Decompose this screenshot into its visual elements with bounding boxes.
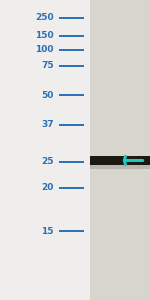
Bar bbox=[90, 156, 150, 165]
Bar bbox=[90, 165, 150, 169]
Text: 150: 150 bbox=[35, 32, 54, 40]
Bar bbox=[90, 0, 150, 300]
Text: 50: 50 bbox=[42, 91, 54, 100]
Text: 250: 250 bbox=[35, 14, 54, 22]
Text: 25: 25 bbox=[42, 158, 54, 166]
Text: 100: 100 bbox=[36, 45, 54, 54]
Text: 75: 75 bbox=[41, 61, 54, 70]
Text: 15: 15 bbox=[42, 226, 54, 236]
Text: 20: 20 bbox=[42, 183, 54, 192]
Text: 37: 37 bbox=[41, 120, 54, 129]
